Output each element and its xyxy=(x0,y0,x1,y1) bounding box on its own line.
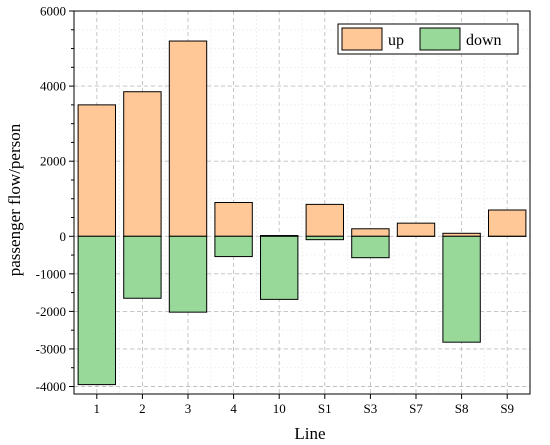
bar-down-4 xyxy=(214,235,253,258)
bar-up-s3 xyxy=(351,228,390,237)
y-axis-title: passenger flow/person xyxy=(5,123,24,276)
x-tick-label: S1 xyxy=(318,401,332,416)
x-tick-label: 3 xyxy=(185,401,192,416)
y-tick-label: 2000 xyxy=(40,154,66,169)
plot-frame xyxy=(73,10,531,395)
bar-down-10 xyxy=(260,235,299,300)
bar-down-s1 xyxy=(305,235,344,241)
y-tick-label: -3000 xyxy=(36,341,66,356)
bar-up-s9 xyxy=(488,209,527,237)
bars xyxy=(77,40,527,386)
y-ticks: -4000 -3000 -2000 -1000 0 2000 4000 6000 xyxy=(36,4,74,394)
legend: up down xyxy=(337,23,519,55)
x-ticks: 1 2 3 4 10 S1 S3 S7 S8 S9 xyxy=(94,394,514,416)
x-tick-label: 4 xyxy=(230,401,237,416)
x-tick-label: S3 xyxy=(364,401,378,416)
x-axis-title: Line xyxy=(294,424,325,443)
x-tick-label: 2 xyxy=(139,401,146,416)
y-tick-label: 6000 xyxy=(40,4,66,19)
x-tick-label: S9 xyxy=(500,401,514,416)
axes xyxy=(73,10,531,395)
y-tick-label: 4000 xyxy=(40,79,66,94)
bar-down-3 xyxy=(168,235,208,313)
bar-up-2 xyxy=(123,91,162,237)
legend-label-up: up xyxy=(388,32,404,49)
y-tick-label: 0 xyxy=(60,229,67,244)
bar-up-3 xyxy=(168,40,208,237)
legend-swatch-up xyxy=(341,27,383,51)
bar-up-1 xyxy=(77,104,116,237)
x-tick-label: 1 xyxy=(94,401,101,416)
bar-up-s1 xyxy=(305,203,344,237)
legend-swatch-down xyxy=(419,27,461,51)
y-tick-label: -1000 xyxy=(36,266,66,281)
y-tick-label: -2000 xyxy=(36,304,66,319)
bar-down-2 xyxy=(123,235,162,299)
x-tick-label: 10 xyxy=(273,401,286,416)
bar-down-s8 xyxy=(442,235,481,343)
y-tick-label: -4000 xyxy=(36,379,66,394)
x-tick-label: S7 xyxy=(409,401,423,416)
bar-up-s7 xyxy=(396,222,436,237)
bar-down-1 xyxy=(77,235,116,386)
x-tick-label: S8 xyxy=(455,401,469,416)
bar-up-4 xyxy=(214,202,253,237)
legend-label-down: down xyxy=(466,32,502,49)
bar-down-s3 xyxy=(351,235,390,259)
